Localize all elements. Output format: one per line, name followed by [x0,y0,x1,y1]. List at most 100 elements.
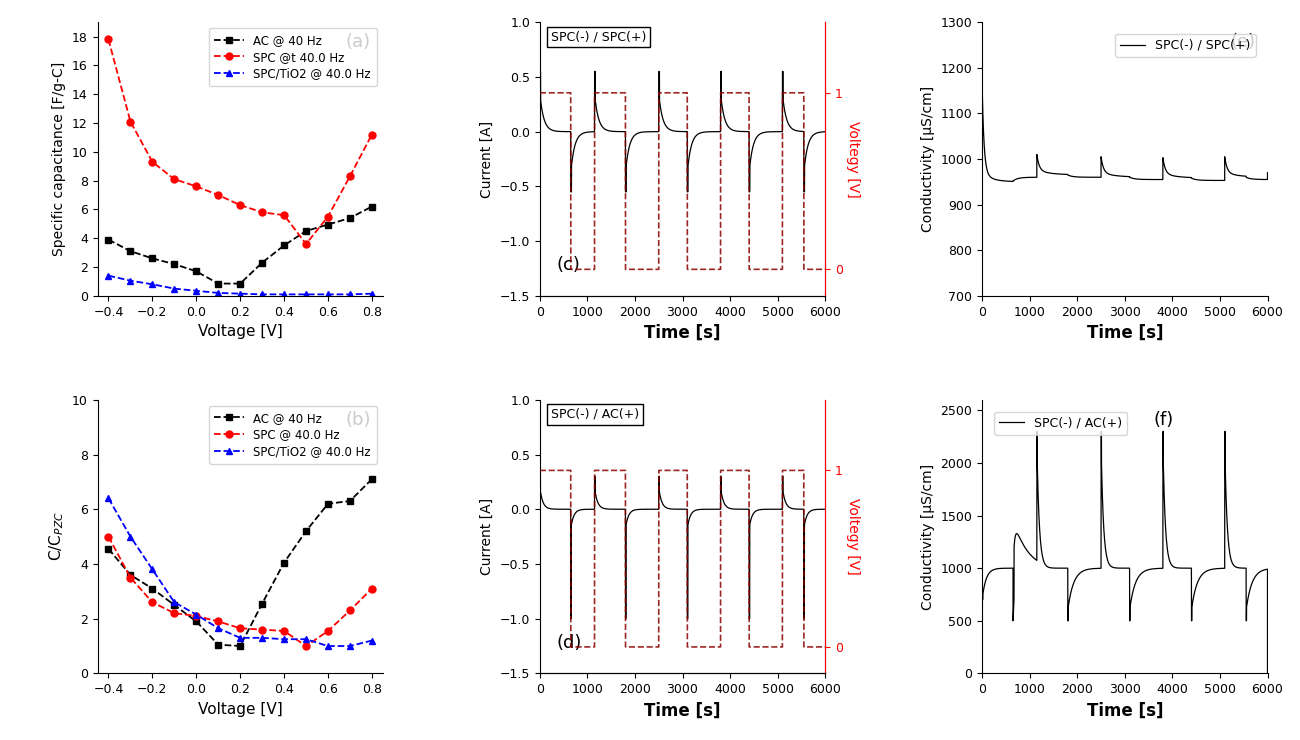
SPC/TiO2 @ 40.0 Hz [233,633,248,642]
SPC/TiO2 @ 40.0 Hz [255,290,270,299]
AC @ 40 Hz [342,214,358,223]
Line: AC @ 40 Hz: AC @ 40 Hz [105,476,376,650]
SPC/TiO2 @ 40.0 Hz [298,635,313,644]
AC @ 40 Hz [277,558,292,567]
SPC/TiO2 @ 40.0 Hz [188,286,204,295]
Text: SPC(-) / AC(+): SPC(-) / AC(+) [551,408,640,421]
Y-axis label: Specific capacitance [F/g-C]: Specific capacitance [F/g-C] [52,62,66,256]
AC @ 40 Hz [122,571,138,579]
SPC/TiO2 @ 40.0 Hz [166,284,182,293]
Y-axis label: Conductivity [μS/cm]: Conductivity [μS/cm] [920,86,935,232]
AC @ 40 Hz [100,235,116,244]
SPC/TiO2 @ 40.0 Hz [364,636,380,645]
SPC/TiO2 @ 40.0 Hz [320,642,335,650]
Line: AC @ 40 Hz: AC @ 40 Hz [105,203,376,287]
X-axis label: Time [s]: Time [s] [645,324,720,342]
SPC @ 40.0 Hz [364,584,380,593]
AC @ 40 Hz [320,220,335,229]
AC @ 40 Hz [277,241,292,250]
Text: (c): (c) [556,256,581,274]
AC @ 40 Hz [233,279,248,288]
SPC/TiO2 @ 40.0 Hz [277,290,292,299]
SPC @ 40.0 Hz [211,617,226,626]
SPC/TiO2 @ 40.0 Hz [211,624,226,633]
Y-axis label: Voltegy [V]: Voltegy [V] [845,121,859,198]
AC @ 40 Hz [255,258,270,267]
AC @ 40 Hz [166,601,182,610]
AC @ 40 Hz [342,497,358,505]
SPC/TiO2 @ 40.0 Hz [320,290,335,299]
Line: SPC @t 40.0 Hz: SPC @t 40.0 Hz [105,36,376,247]
SPC @t 40.0 Hz [100,35,116,44]
Text: (a): (a) [346,33,370,51]
SPC @t 40.0 Hz [255,208,270,217]
SPC/TiO2 @ 40.0 Hz [122,276,138,285]
SPC @ 40.0 Hz [277,627,292,636]
SPC @t 40.0 Hz [144,158,160,166]
SPC/TiO2 @ 40.0 Hz [298,290,313,299]
SPC/TiO2 @ 40.0 Hz [211,289,226,297]
AC @ 40 Hz [188,267,204,276]
SPC @t 40.0 Hz [320,212,335,221]
SPC @ 40.0 Hz [342,606,358,615]
SPC @t 40.0 Hz [122,117,138,126]
Legend: SPC(-) / AC(+): SPC(-) / AC(+) [994,411,1127,434]
Text: (d): (d) [556,633,582,651]
SPC @t 40.0 Hz [211,191,226,200]
SPC @ 40.0 Hz [320,627,335,636]
AC @ 40 Hz [144,254,160,263]
SPC @t 40.0 Hz [188,182,204,191]
Legend: AC @ 40 Hz, SPC @ 40.0 Hz, SPC/TiO2 @ 40.0 Hz: AC @ 40 Hz, SPC @ 40.0 Hz, SPC/TiO2 @ 40… [208,406,377,463]
SPC/TiO2 @ 40.0 Hz [342,290,358,299]
Y-axis label: Current [A]: Current [A] [480,121,494,198]
SPC @t 40.0 Hz [364,130,380,139]
SPC @ 40.0 Hz [298,642,313,650]
Line: SPC @ 40.0 Hz: SPC @ 40.0 Hz [105,533,376,650]
SPC/TiO2 @ 40.0 Hz [233,289,248,298]
AC @ 40 Hz [100,545,116,554]
SPC/TiO2 @ 40.0 Hz [255,633,270,642]
SPC/TiO2 @ 40.0 Hz [144,280,160,289]
Line: SPC/TiO2 @ 40.0 Hz: SPC/TiO2 @ 40.0 Hz [105,495,376,650]
SPC/TiO2 @ 40.0 Hz [100,272,116,280]
SPC/TiO2 @ 40.0 Hz [122,532,138,541]
Legend: SPC(-) / SPC(+): SPC(-) / SPC(+) [1115,34,1256,57]
SPC/TiO2 @ 40.0 Hz [166,598,182,607]
Text: (f): (f) [1153,411,1174,428]
AC @ 40 Hz [298,226,313,235]
SPC/TiO2 @ 40.0 Hz [144,565,160,574]
AC @ 40 Hz [320,500,335,508]
AC @ 40 Hz [233,642,248,650]
X-axis label: Time [s]: Time [s] [1087,324,1164,342]
Legend: AC @ 40 Hz, SPC @t 40.0 Hz, SPC/TiO2 @ 40.0 Hz: AC @ 40 Hz, SPC @t 40.0 Hz, SPC/TiO2 @ 4… [208,28,377,86]
X-axis label: Time [s]: Time [s] [645,702,720,720]
X-axis label: Voltage [V]: Voltage [V] [198,324,282,339]
SPC @t 40.0 Hz [277,211,292,220]
Y-axis label: Conductivity [μS/cm]: Conductivity [μS/cm] [920,463,935,610]
SPC/TiO2 @ 40.0 Hz [364,289,380,298]
SPC @t 40.0 Hz [342,172,358,181]
X-axis label: Time [s]: Time [s] [1087,702,1164,720]
SPC @t 40.0 Hz [166,175,182,184]
Text: (e): (e) [1230,33,1256,51]
Line: SPC/TiO2 @ 40.0 Hz: SPC/TiO2 @ 40.0 Hz [105,272,376,297]
SPC @ 40.0 Hz [233,624,248,633]
AC @ 40 Hz [364,202,380,211]
AC @ 40 Hz [211,279,226,288]
Text: SPC(-) / SPC(+): SPC(-) / SPC(+) [551,30,646,44]
AC @ 40 Hz [298,527,313,536]
SPC @t 40.0 Hz [233,201,248,209]
SPC/TiO2 @ 40.0 Hz [188,610,204,619]
AC @ 40 Hz [364,474,380,483]
SPC @ 40.0 Hz [100,532,116,541]
Y-axis label: Current [A]: Current [A] [480,498,494,575]
SPC @ 40.0 Hz [144,598,160,607]
AC @ 40 Hz [188,617,204,626]
AC @ 40 Hz [122,246,138,255]
AC @ 40 Hz [255,599,270,608]
SPC @ 40.0 Hz [122,574,138,582]
AC @ 40 Hz [211,640,226,649]
SPC @ 40.0 Hz [255,625,270,634]
AC @ 40 Hz [144,584,160,593]
SPC @ 40.0 Hz [166,609,182,618]
